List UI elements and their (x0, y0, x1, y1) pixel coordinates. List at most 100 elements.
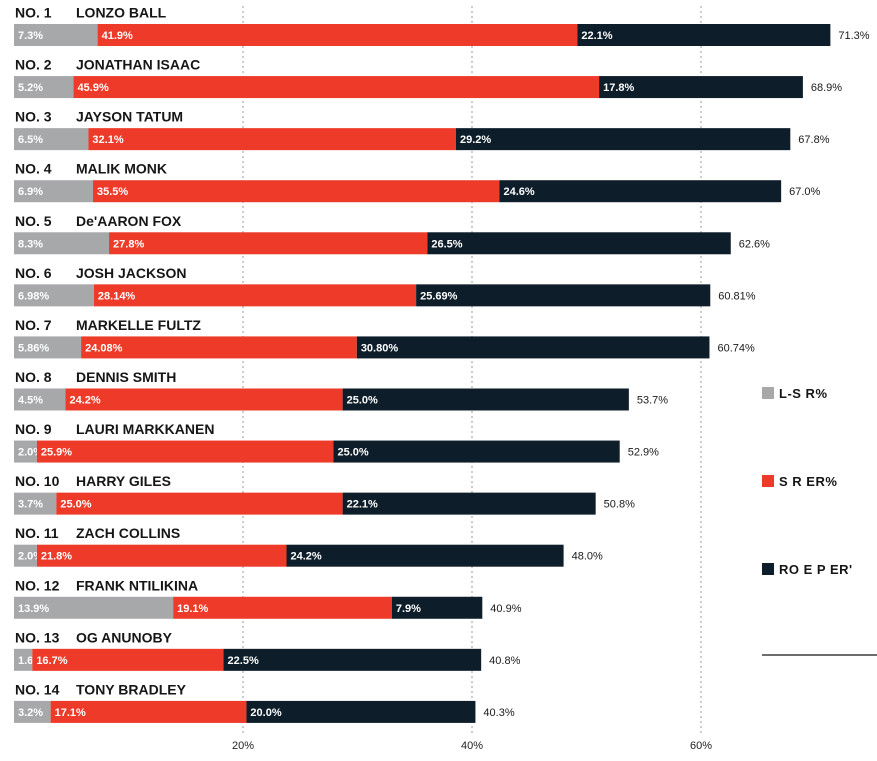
bar-segment-ro (577, 24, 831, 46)
player-name-label: DENNIS SMITH (76, 369, 176, 385)
bar-segment-ls (14, 388, 66, 411)
segment-value-label: 6.5% (18, 134, 43, 146)
segment-value-label: 32.1% (92, 134, 123, 146)
bar-segment-ls (14, 24, 98, 46)
segment-value-label: 25.69% (420, 290, 458, 302)
segment-value-label: 24.08% (85, 342, 123, 354)
player-name-label: HARRY GILES (76, 473, 171, 489)
segment-value-label: 25.0% (337, 447, 368, 459)
bar-segment-ls (14, 544, 37, 567)
rank-label: NO. 6 (15, 265, 52, 281)
player-name-label: MARKELLE FULTZ (76, 317, 201, 333)
chart-row: NO. 7 MARKELLE FULTZ 5.86% 24.08% 30.80% 60.7… (14, 317, 755, 359)
chart-row: NO. 6 JOSH JACKSON 6.98% 28.14% 25.69% 60.81% (14, 265, 756, 307)
total-value-label: 48.0% (572, 551, 603, 563)
bar-segment-ls (14, 180, 94, 203)
bar-segment-ro (246, 700, 476, 723)
segment-value-label: 24.6% (503, 186, 534, 198)
segment-value-label: 25.9% (41, 447, 72, 459)
total-value-label: 71.3% (838, 30, 869, 42)
bar-segment-ls (14, 492, 57, 515)
x-tick-label: 20% (232, 740, 254, 752)
chart-rows: NO. 1 LONZO BALL 7.3% 41.9% 22.1% 71.3% NO. 2 J… (14, 5, 870, 723)
rank-label: NO. 2 (15, 57, 52, 73)
rank-label: NO. 12 (15, 577, 60, 593)
bar-segment-sr (97, 24, 578, 46)
total-value-label: 60.74% (717, 342, 755, 354)
bar-segment-sr (93, 180, 500, 203)
bar-segment-ls (14, 76, 74, 99)
segment-value-label: 20.0% (250, 707, 281, 719)
total-value-label: 40.9% (490, 603, 521, 615)
rank-label: NO. 8 (15, 369, 52, 385)
segment-value-label: 22.1% (581, 30, 612, 42)
legend-swatch (762, 563, 774, 575)
segment-value-label: 27.8% (113, 238, 144, 250)
total-value-label: 67.0% (789, 186, 820, 198)
rank-label: NO. 3 (15, 109, 52, 125)
x-tick-label: 40% (461, 740, 483, 752)
chart-row: NO. 10 HARRY GILES 3.7% 25.0% 22.1% 50.8% (14, 473, 635, 515)
chart-row: NO. 12 FRANK NTILIKINA 13.9% 19.1% 7.9% 40.9% (14, 577, 522, 619)
player-name-label: ZACH COLLINS (76, 525, 180, 541)
bar-segment-ls (14, 336, 82, 359)
total-value-label: 68.9% (811, 82, 842, 94)
segment-value-label: 24.2% (291, 551, 322, 563)
rank-label: NO. 9 (15, 421, 52, 437)
bar-segment-ro (499, 180, 782, 203)
total-value-label: 52.9% (628, 447, 659, 459)
segment-value-label: 4.5% (18, 394, 43, 406)
segment-value-label: 45.9% (78, 82, 109, 94)
bar-segment-sr (81, 336, 357, 359)
bar-segment-ro (333, 440, 620, 463)
total-value-label: 60.81% (718, 290, 756, 302)
bar-segment-ls (14, 128, 89, 151)
bar-segment-ro (342, 492, 596, 515)
bar-segment-sr (56, 492, 343, 515)
segment-value-label: 7.9% (396, 603, 421, 615)
bar-segment-ls (14, 648, 33, 671)
chart-row: NO. 4 MALIK MONK 6.9% 35.5% 24.6% 67.0% (14, 161, 821, 203)
legend-swatch (762, 475, 774, 487)
segment-value-label: 30.80% (361, 342, 399, 354)
player-name-label: De'AARON FOX (76, 213, 182, 229)
player-name-label: JONATHAN ISAAC (76, 57, 200, 73)
chart-row: NO. 3 JAYSON TATUM 6.5% 32.1% 29.2% 67.8% (14, 109, 830, 151)
legend-label: S R ER% (779, 474, 837, 489)
segment-value-label: 6.9% (18, 186, 43, 198)
rank-label: NO. 5 (15, 213, 52, 229)
chart-row: NO. 14 TONY BRADLEY 3.2% 17.1% 20.0% 40.3% (14, 681, 515, 723)
rank-label: NO. 14 (15, 681, 60, 697)
segment-value-label: 3.7% (18, 499, 43, 511)
segment-value-label: 41.9% (102, 30, 133, 42)
rank-label: NO. 1 (15, 5, 52, 21)
segment-value-label: 7.3% (18, 30, 43, 42)
segment-value-label: 16.7% (36, 655, 67, 667)
segment-value-label: 22.5% (228, 655, 259, 667)
total-value-label: 62.6% (739, 238, 770, 250)
segment-value-label: 21.8% (41, 551, 72, 563)
bar-segment-ls (14, 700, 51, 723)
rank-label: NO. 10 (15, 473, 60, 489)
player-name-label: LONZO BALL (76, 5, 167, 21)
total-value-label: 53.7% (637, 394, 668, 406)
total-value-label: 40.8% (489, 655, 520, 667)
bar-segment-sr (73, 76, 600, 99)
bar-segment-sr (109, 232, 428, 255)
bar-segment-ro (416, 284, 711, 307)
segment-value-label: 35.5% (97, 186, 128, 198)
chart-row: NO. 1 LONZO BALL 7.3% 41.9% 22.1% 71.3% (14, 5, 870, 46)
bar-segment-ls (14, 284, 94, 307)
bar-segment-ro (427, 232, 731, 255)
segment-value-label: 29.2% (460, 134, 491, 146)
bar-segment-sr (88, 128, 456, 151)
segment-value-label: 19.1% (177, 603, 208, 615)
bar-segment-ls (14, 596, 174, 619)
bar-segment-ro (286, 544, 564, 567)
total-value-label: 50.8% (604, 499, 635, 511)
segment-value-label: 5.86% (18, 342, 49, 354)
bar-segment-sr (36, 440, 334, 463)
player-name-label: JAYSON TATUM (76, 109, 183, 125)
legend: L-S R% S R ER% RO E P ER' (762, 386, 877, 656)
